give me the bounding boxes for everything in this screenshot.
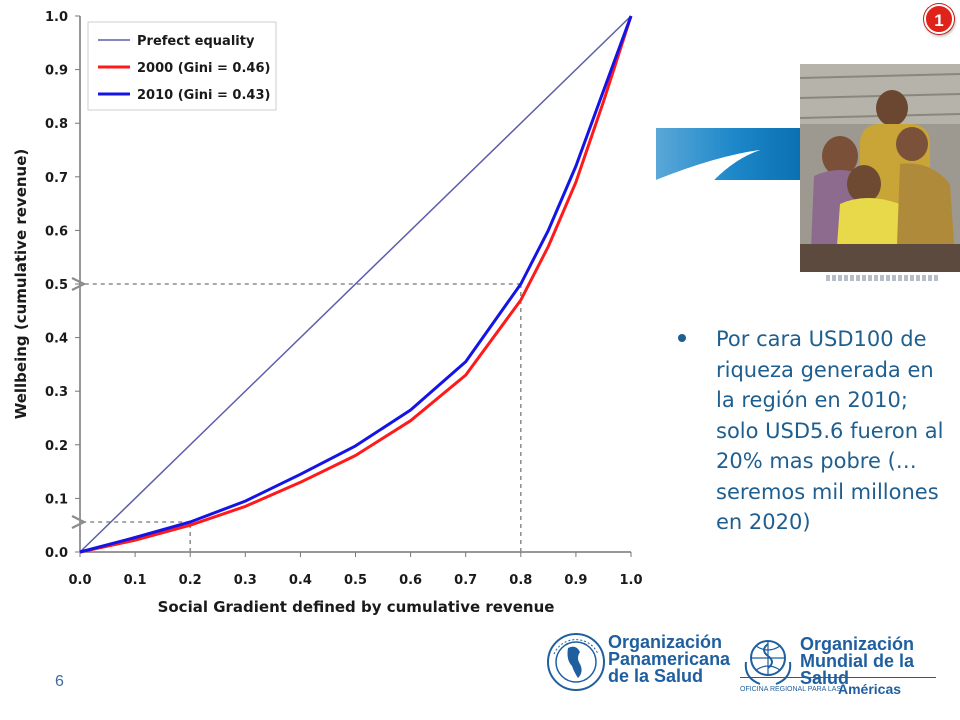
y-tick-label: 1.0 xyxy=(45,10,68,25)
x-tick-label: 0.9 xyxy=(564,573,587,588)
y-tick-label: 0.5 xyxy=(45,278,68,293)
who-title-line-2: Mundial de la Salud xyxy=(800,651,915,688)
lorenz-chart: 0.0 0.1 0.2 0.3 0.4 0.5 0.6 0.7 0.8 0.9 1.0 0.0 0.1 0… xyxy=(12,10,643,616)
legend-label: 2000 (Gini = 0.46) xyxy=(137,61,270,76)
x-tick-label: 0.5 xyxy=(344,573,367,588)
x-tick-label: 0.1 xyxy=(124,573,147,588)
x-tick-label: 1.0 xyxy=(619,573,642,588)
photo-caption xyxy=(826,275,938,281)
y-axis-title: Wellbeing (cumulative revenue) xyxy=(12,149,30,420)
bullet-text: Por cara USD100 de riqueza generada en l… xyxy=(716,327,944,534)
series-line-1 xyxy=(79,15,632,553)
slide-number-badge: 1 xyxy=(924,4,954,34)
series-line-2 xyxy=(79,15,633,554)
y-tick-label: 0.2 xyxy=(45,439,68,454)
legend-label: Prefect equality xyxy=(137,34,255,49)
who-title-line-1: Organización xyxy=(800,634,915,654)
who-office-label: OFICINA REGIONAL PARA LAS xyxy=(740,686,842,693)
series-lines xyxy=(79,15,633,554)
legend-label: 2010 (Gini = 0.43) xyxy=(137,88,270,103)
reference-lines xyxy=(84,284,522,552)
x-tick-label: 0.7 xyxy=(454,573,477,588)
x-tick-label: 0.3 xyxy=(234,573,257,588)
page-number: 6 xyxy=(55,673,64,690)
series-line-3 xyxy=(79,15,633,554)
paho-title-line-3: de la Salud xyxy=(608,666,704,686)
x-tick-label: 0.0 xyxy=(68,573,91,588)
x-tick-label: 0.6 xyxy=(399,573,422,588)
chart-legend: Prefect equality 2000 (Gini = 0.46) 2010 (… xyxy=(87,21,277,111)
bullet-icon xyxy=(678,334,686,342)
y-tick-label: 0.0 xyxy=(45,546,68,561)
y-tick-label: 0.3 xyxy=(45,385,68,400)
paho-title-line-2: Panamericana xyxy=(608,649,731,669)
paho-title-line-1: Organización xyxy=(608,632,723,652)
x-tick-label: 0.8 xyxy=(509,573,532,588)
x-tick-label: 0.4 xyxy=(289,573,312,588)
y-tick-label: 0.4 xyxy=(45,332,68,347)
y-tick-label: 0.1 xyxy=(45,492,68,507)
y-tick-label: 0.8 xyxy=(45,117,68,132)
y-tick-label: 0.6 xyxy=(45,224,68,239)
who-divider xyxy=(740,677,936,678)
who-logo: Organización Mundial de la Salud OFICINA… xyxy=(740,630,940,700)
x-tick-label: 0.2 xyxy=(179,573,202,588)
decorative-banner xyxy=(656,128,804,180)
who-emblem-icon xyxy=(744,640,792,685)
paho-logo: Organización Panamericana de la Salud xyxy=(546,630,730,696)
x-axis-title: Social Gradient defined by cumulative re… xyxy=(158,598,555,616)
y-tick-label: 0.7 xyxy=(45,171,68,186)
chart-axes: 0.0 0.1 0.2 0.3 0.4 0.5 0.6 0.7 0.8 0.9 1.0 0.0 0.1 0… xyxy=(45,10,643,588)
who-region-label: Américas xyxy=(838,681,902,697)
children-photo xyxy=(800,64,960,272)
y-tick-label: 0.9 xyxy=(45,64,68,79)
paho-emblem-icon xyxy=(547,633,605,691)
